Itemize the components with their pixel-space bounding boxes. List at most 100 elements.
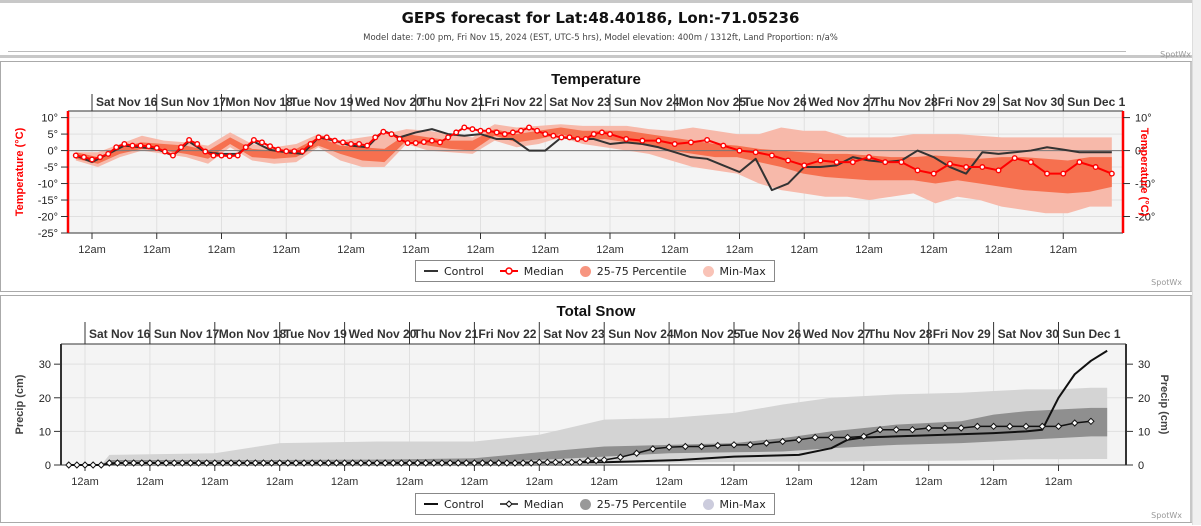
- median-point: [785, 157, 792, 164]
- median-point: [97, 461, 105, 469]
- median-point: [957, 424, 965, 432]
- median-point: [501, 131, 508, 138]
- x-tick-label: 12am: [661, 244, 689, 256]
- median-point: [405, 459, 414, 467]
- median-point: [275, 146, 282, 153]
- median-point: [153, 144, 160, 151]
- y-tick-label: -25°: [38, 228, 58, 240]
- median-point: [284, 459, 292, 467]
- page-title: GEPS forecast for Lat:48.40186, Lon:-71.…: [401, 9, 800, 27]
- minmax-swatch-icon: [702, 498, 714, 510]
- median-point: [292, 459, 300, 467]
- median-marker-icon: [499, 267, 518, 275]
- x-tick-label: 12am: [855, 244, 883, 256]
- day-label: Mon Nov 18: [219, 327, 287, 341]
- median-point: [1038, 422, 1046, 431]
- median-point: [833, 159, 840, 166]
- median-point: [817, 157, 824, 164]
- legend-median[interactable]: Median: [499, 497, 564, 511]
- median-point: [795, 436, 803, 444]
- median-point: [454, 459, 462, 467]
- legend-p2575[interactable]: 25-75 Percentile: [579, 264, 687, 278]
- median-point: [963, 164, 970, 171]
- median-point: [357, 459, 365, 467]
- median-point: [372, 134, 379, 141]
- y-axis-label-left: Precip (cm): [14, 374, 26, 434]
- legend-minmax[interactable]: Min-Max: [702, 498, 766, 511]
- median-point: [81, 461, 89, 469]
- median-point: [308, 459, 316, 467]
- legend-label: Control: [444, 497, 484, 511]
- x-tick-label: 12am: [850, 476, 878, 488]
- day-label: Fri Nov 22: [478, 327, 536, 341]
- legend-control[interactable]: Control: [424, 498, 484, 511]
- y-tick-label-right: -20°: [1135, 212, 1155, 224]
- median-point: [639, 137, 646, 144]
- median-point: [979, 164, 986, 171]
- day-label: Tue Nov 19: [290, 95, 353, 109]
- median-point: [323, 134, 330, 141]
- median-point: [671, 140, 678, 147]
- temperature-chart: Temperature Sat Nov 16 12am Sun Nov 17 12am M…: [14, 71, 1155, 256]
- median-point: [1092, 164, 1099, 171]
- median-point: [866, 154, 873, 161]
- day-label: Thu Nov 21: [414, 327, 479, 341]
- median-point: [438, 459, 446, 467]
- p2575-band: [75, 127, 1112, 194]
- snow-chart: Total Snow Sat Nov 16 12am Sun Nov 17 12am Mo…: [1, 296, 1170, 488]
- legend-label: 25-75 Percentile: [596, 264, 687, 278]
- median-point: [1027, 159, 1034, 166]
- legend-median[interactable]: Median: [499, 265, 564, 278]
- day-label: Fri Nov 29: [933, 327, 991, 341]
- header-divider: [8, 51, 1126, 52]
- median-point: [534, 127, 541, 134]
- vertical-scrollbar[interactable]: [1192, 0, 1201, 525]
- median-point: [655, 137, 662, 144]
- median-point: [300, 459, 308, 467]
- legend-minmax[interactable]: Min-Max: [702, 265, 766, 278]
- median-point: [72, 152, 79, 159]
- median-point: [316, 459, 324, 467]
- legend-label: Median: [523, 497, 564, 511]
- median-point: [697, 442, 706, 451]
- median-point: [129, 142, 136, 149]
- x-tick-label: 12am: [208, 244, 236, 256]
- day-label: Thu Nov 21: [420, 95, 485, 109]
- median-point: [882, 159, 889, 166]
- chart-title: Total Snow: [557, 303, 636, 320]
- median-point: [665, 443, 673, 451]
- legend-control[interactable]: Control: [424, 265, 484, 278]
- median-point: [566, 134, 573, 141]
- median-point: [1054, 422, 1063, 431]
- x-tick-label: 12am: [136, 476, 164, 488]
- day-label: Sun Nov 17: [154, 327, 220, 341]
- median-point: [1071, 419, 1079, 427]
- x-tick-label: 12am: [590, 476, 618, 488]
- snow-legend: Control Median 25-75 Percentile Min-Max: [415, 493, 775, 515]
- median-point: [389, 459, 397, 467]
- y-tick-label: -5°: [44, 162, 58, 174]
- legend-p2575[interactable]: 25-75 Percentile: [579, 497, 687, 511]
- x-tick-label: 12am: [596, 244, 624, 256]
- median-point: [178, 144, 185, 151]
- legend-label: 25-75 Percentile: [596, 497, 687, 511]
- day-label: Wed Nov 27: [808, 95, 876, 109]
- day-label: Tue Nov 26: [744, 95, 807, 109]
- median-point: [283, 148, 290, 155]
- median-point: [178, 459, 187, 467]
- chart-title: Temperature: [551, 71, 641, 88]
- median-point: [218, 152, 225, 159]
- median-point: [778, 437, 787, 446]
- x-tick-label: 12am: [71, 476, 99, 488]
- median-point: [161, 148, 168, 155]
- x-tick-label: 12am: [790, 244, 818, 256]
- day-label: Wed Nov 20: [349, 327, 417, 341]
- x-tick-label: 12am: [526, 476, 554, 488]
- median-point: [730, 441, 738, 449]
- median-point: [470, 459, 479, 467]
- control-line-icon: [424, 270, 438, 272]
- median-point: [736, 147, 743, 154]
- day-label: Fri Nov 22: [485, 95, 543, 109]
- x-tick-label: 12am: [402, 244, 430, 256]
- p2575-swatch-icon: [579, 265, 591, 277]
